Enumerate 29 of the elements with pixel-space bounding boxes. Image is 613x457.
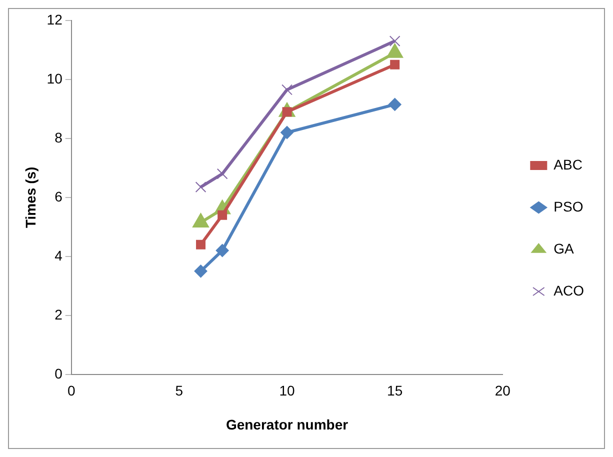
y-tick-label: 6 [54,188,63,204]
legend-label: ACO [554,282,584,298]
legend-label: GA [554,240,575,256]
point [389,36,400,46]
point [216,244,229,257]
y-axis-title: Times (s) [22,166,38,228]
point [195,182,206,193]
point [280,126,294,139]
x-tick-label: 5 [175,382,184,399]
point [194,264,208,278]
point [390,60,400,70]
y-tick-label: 8 [54,129,63,146]
x-tick-label: 0 [67,382,76,399]
point [282,84,292,96]
legend-label: ABC [554,156,582,172]
x-axis-title: Generator number [226,416,349,432]
point [216,168,228,180]
y-tick-label: 10 [46,70,63,86]
legend-label: PSO [554,198,584,214]
point [388,98,402,111]
x-tick-label: 10 [279,382,296,399]
point [196,240,206,250]
y-tick-label: 0 [54,365,63,382]
x-tick-label: 15 [387,382,403,399]
x-tick-label: 20 [494,382,511,399]
point [218,210,228,220]
y-tick-label: 2 [54,306,63,322]
y-tick-label: 4 [54,247,63,264]
y-tick-label: 12 [46,11,63,28]
